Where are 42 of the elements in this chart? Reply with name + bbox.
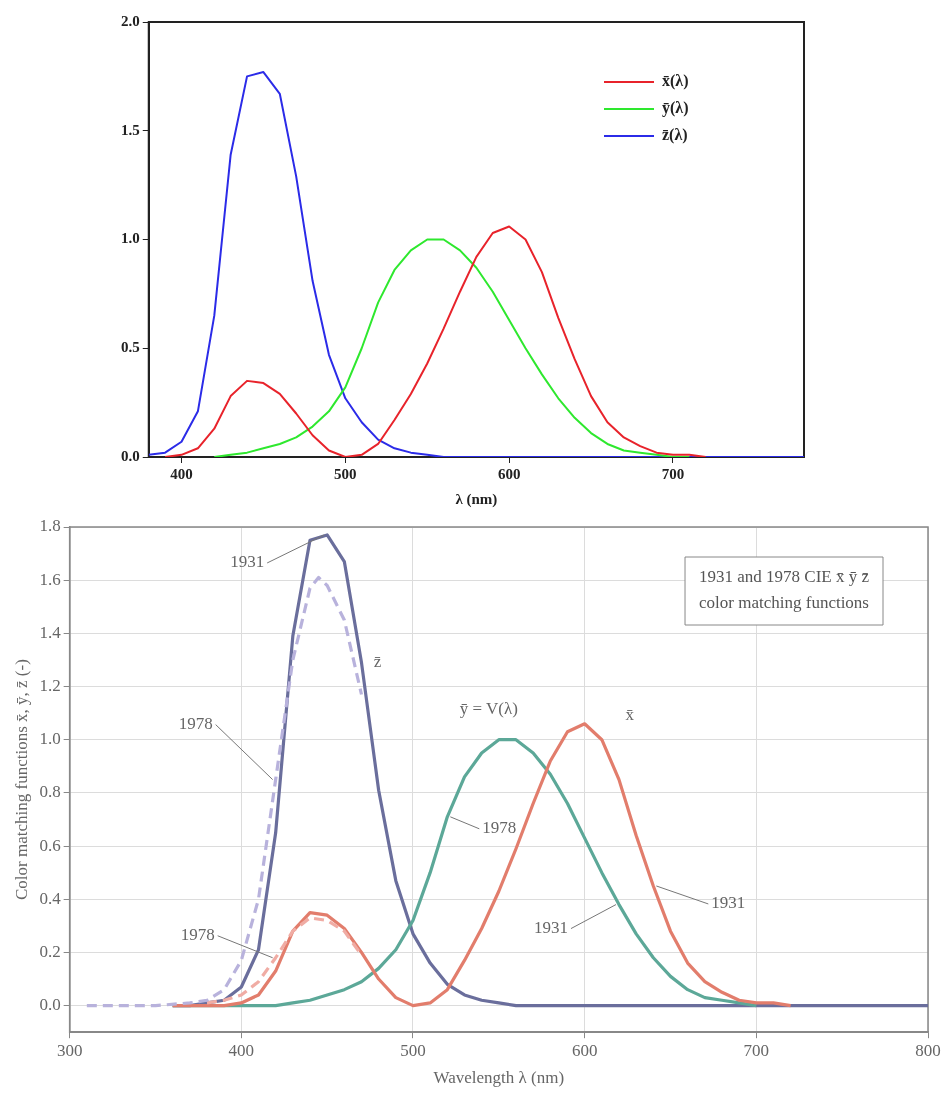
x-tick-label: 500 <box>334 465 357 482</box>
x-tick-label: 400 <box>228 1040 255 1060</box>
y-tick-label: 2.0 <box>121 12 140 29</box>
y-tick-label: 1.4 <box>39 622 62 642</box>
annotation: 1931 <box>533 918 568 938</box>
legend-label: z̄(λ) <box>662 126 688 145</box>
annotation: 1931 <box>711 893 746 913</box>
y-tick-label: 1.0 <box>39 729 61 749</box>
legend-label: x̄(λ) <box>662 72 689 91</box>
text: 1931 and 1978 CIE x̄ ȳ z̄ color matching functions <box>699 567 870 613</box>
annotation: 1978 <box>482 818 517 838</box>
x-tick-label: 700 <box>661 465 685 482</box>
line-series <box>85 575 364 1008</box>
annotation: 1978 <box>180 925 215 945</box>
y-tick-label: 1.6 <box>39 569 61 589</box>
annotation: x̄ <box>625 705 635 725</box>
annotation: ȳ = V(λ) <box>459 699 518 719</box>
y-axis-title: Color matching functions x̄, ȳ, z̄ (-) <box>11 659 31 900</box>
x-tick-label: 300 <box>56 1040 83 1060</box>
y-tick-label: 0.6 <box>39 835 61 855</box>
x-tick-label: 600 <box>497 465 521 482</box>
y-tick-label: 0.4 <box>39 888 62 908</box>
y-tick-label: 1.8 <box>39 516 61 536</box>
annotation: 1931 <box>230 552 265 572</box>
y-tick-label: 0.8 <box>39 782 61 802</box>
y-tick-label: 0.5 <box>121 339 140 356</box>
x-tick-label: 500 <box>400 1040 426 1060</box>
y-tick-label: 1.5 <box>121 121 140 138</box>
x-tick-label: 700 <box>743 1040 770 1060</box>
annotation: 1978 <box>178 714 213 734</box>
y-tick-label: 1.2 <box>39 676 61 696</box>
annotation: z̄ <box>373 652 382 672</box>
y-tick-label: 0.0 <box>39 995 61 1015</box>
y-tick-label: 1.0 <box>121 230 140 247</box>
x-axis-title: λ (nm) <box>455 490 498 508</box>
x-tick-label: 400 <box>170 465 193 482</box>
x-tick-label: 800 <box>915 1040 941 1060</box>
x-axis-title: Wavelength λ (nm) <box>433 1068 565 1088</box>
y-tick-label: 0.0 <box>121 447 140 464</box>
y-tick-label: 0.2 <box>39 941 61 961</box>
legend-label: ȳ(λ) <box>662 99 689 118</box>
x-tick-label: 600 <box>571 1040 598 1060</box>
